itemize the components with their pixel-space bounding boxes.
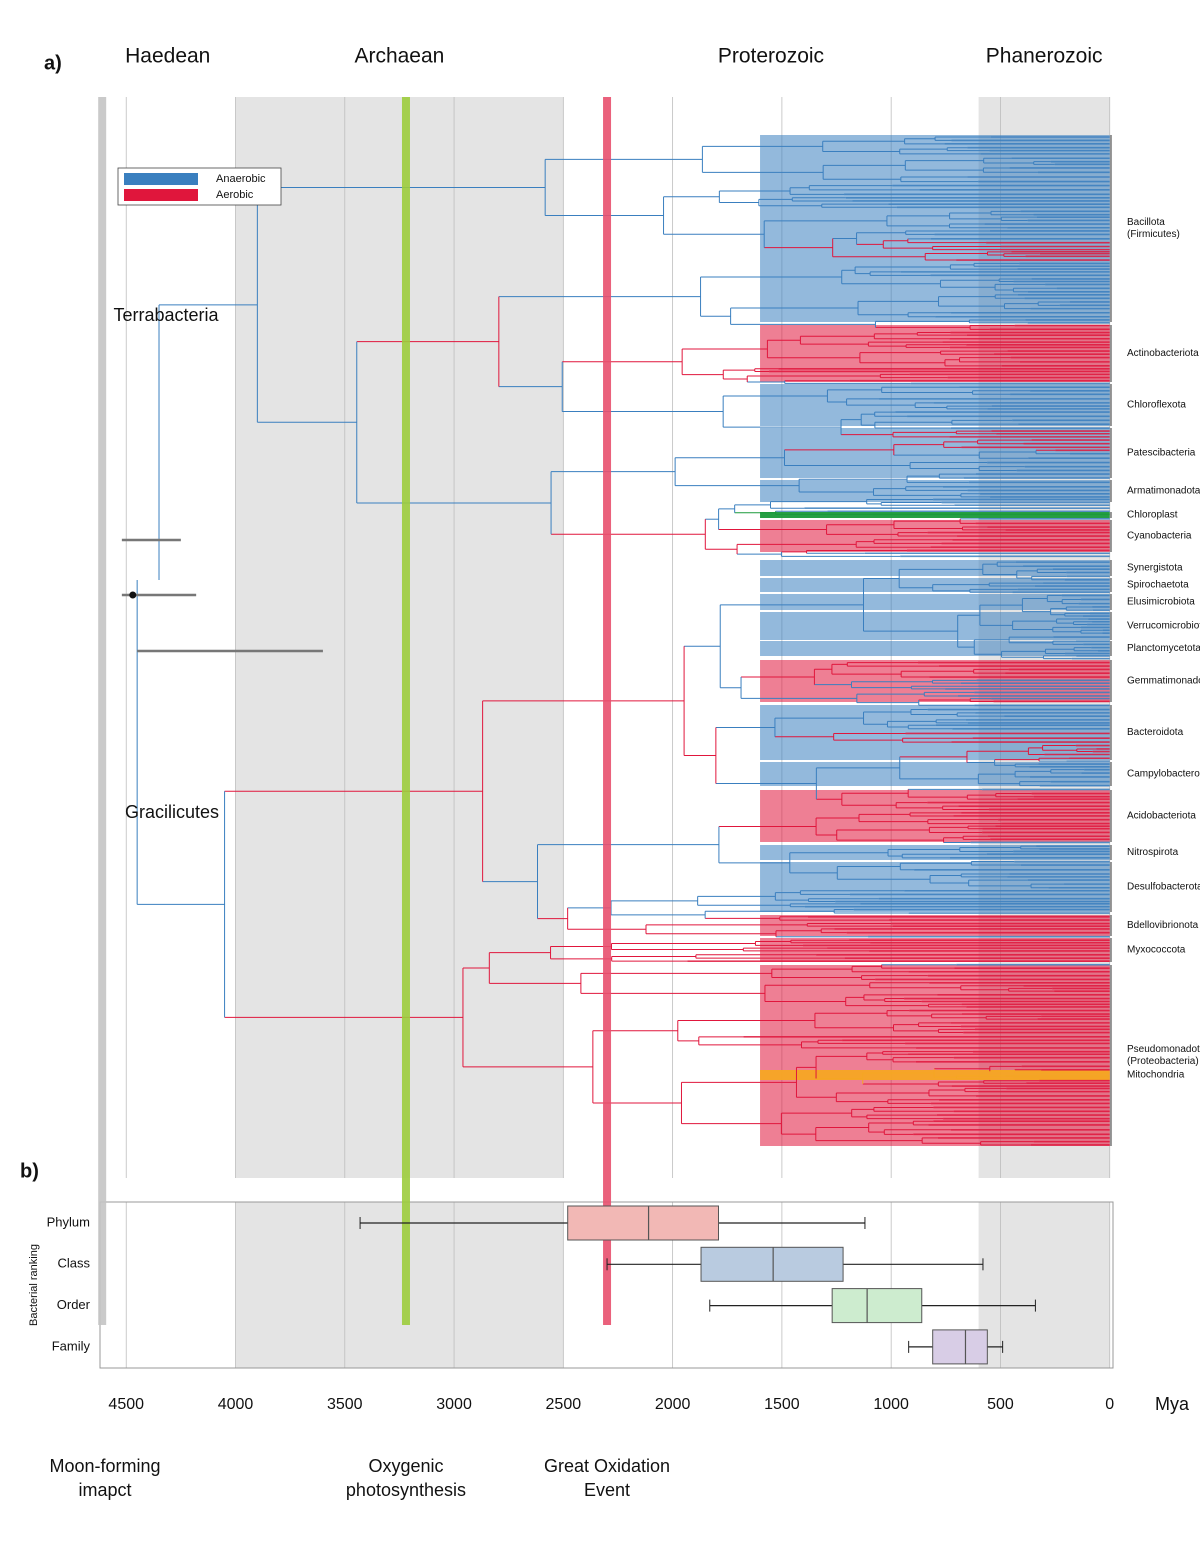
eon-label: Proterozoic	[718, 45, 824, 68]
clade-label: Myxococcota	[1127, 945, 1186, 956]
clade-label: Bacteroidota	[1127, 727, 1184, 738]
y-tick-label: Order	[57, 1297, 91, 1312]
clade-label: Pseudomonadota	[1127, 1044, 1200, 1055]
x-tick-label: 4500	[108, 1396, 144, 1413]
panel-label: b)	[20, 1160, 39, 1182]
eon-shade	[978, 1202, 1110, 1368]
event-line	[98, 97, 107, 1325]
box	[932, 1329, 988, 1365]
clade-label: (Firmicutes)	[1127, 229, 1180, 240]
event-line	[603, 97, 612, 1325]
eon-label: Phanerozoic	[986, 45, 1103, 68]
x-tick-label: 0	[1105, 1396, 1114, 1413]
legend-swatch	[124, 189, 198, 201]
clade-band	[760, 1070, 1110, 1080]
clade-label: Planctomycetota	[1127, 643, 1200, 654]
clade-label: Patescibacteria	[1127, 448, 1196, 459]
box	[567, 1205, 720, 1241]
clade-band	[760, 641, 1110, 656]
clade-label: Mitochondria	[1127, 1070, 1185, 1081]
eon-shade	[235, 1202, 564, 1368]
legend-label: Anaerobic	[216, 173, 266, 185]
clade-band	[760, 612, 1110, 640]
event-label: Oxygenic	[368, 1456, 443, 1476]
event-line	[401, 97, 410, 1325]
clade-label: (Proteobacteria)	[1127, 1056, 1199, 1067]
clade-label: Armatimonadota	[1127, 486, 1200, 497]
y-tick-label: Phylum	[47, 1214, 90, 1229]
clade-label: Actinobacteriota	[1127, 348, 1199, 359]
clade-label: Acidobacteriota	[1127, 811, 1196, 822]
tree	[137, 136, 1110, 1146]
group-label: Terrabacteria	[113, 305, 219, 325]
eon-shade	[235, 97, 564, 1178]
x-tick-label: 3500	[327, 1396, 363, 1413]
clade-label: Campylobacterota	[1127, 769, 1200, 780]
x-tick-label: 500	[987, 1396, 1014, 1413]
clade-label: Gemmatimonadota	[1127, 676, 1200, 687]
event-label: imapct	[78, 1480, 131, 1500]
y-tick-label: Family	[52, 1338, 91, 1353]
clade-label: Chloroflexota	[1127, 400, 1186, 411]
x-tick-label: 4000	[218, 1396, 254, 1413]
x-tick-label: 2000	[655, 1396, 691, 1413]
event-label: Event	[584, 1480, 630, 1500]
x-tick-label: 3000	[436, 1396, 472, 1413]
y-tick-label: Class	[57, 1256, 90, 1271]
legend: Anaerobic Aerobic	[117, 167, 282, 206]
panel-label: a)	[44, 52, 62, 74]
clade-label: Nitrospirota	[1127, 847, 1179, 858]
eon-label: Haedean	[125, 45, 210, 68]
box	[831, 1288, 923, 1324]
legend-label: Aerobic	[216, 189, 254, 201]
clade-label: Cyanobacteria	[1127, 531, 1192, 542]
clade-label: Spirochaetota	[1127, 580, 1189, 591]
root-node	[129, 591, 137, 599]
event-label: Moon-forming	[49, 1456, 160, 1476]
event-label: photosynthesis	[346, 1480, 466, 1500]
group-label: Gracilicutes	[125, 802, 219, 822]
legend-swatch	[124, 173, 198, 185]
box	[700, 1246, 844, 1282]
event-label: Great Oxidation	[544, 1456, 670, 1476]
clade-label: Bdellovibrionota	[1127, 920, 1199, 931]
x-axis-label: Mya	[1155, 1394, 1190, 1414]
clade-label: Bacillota	[1127, 217, 1165, 228]
x-tick-label: 1500	[764, 1396, 800, 1413]
clade-label: Synergistota	[1127, 563, 1183, 574]
clade-label: Chloroplast	[1127, 510, 1178, 521]
x-tick-label: 2500	[546, 1396, 582, 1413]
y-axis-label: Bacterial ranking	[28, 1244, 40, 1326]
x-tick-label: 1000	[873, 1396, 909, 1413]
clade-label: Desulfobacterota	[1127, 882, 1200, 893]
clade-band	[760, 560, 1110, 576]
clade-label: Verrucomicrobiota	[1127, 621, 1200, 632]
clade-label: Elusimicrobiota	[1127, 597, 1195, 608]
eon-label: Archaean	[354, 45, 444, 68]
